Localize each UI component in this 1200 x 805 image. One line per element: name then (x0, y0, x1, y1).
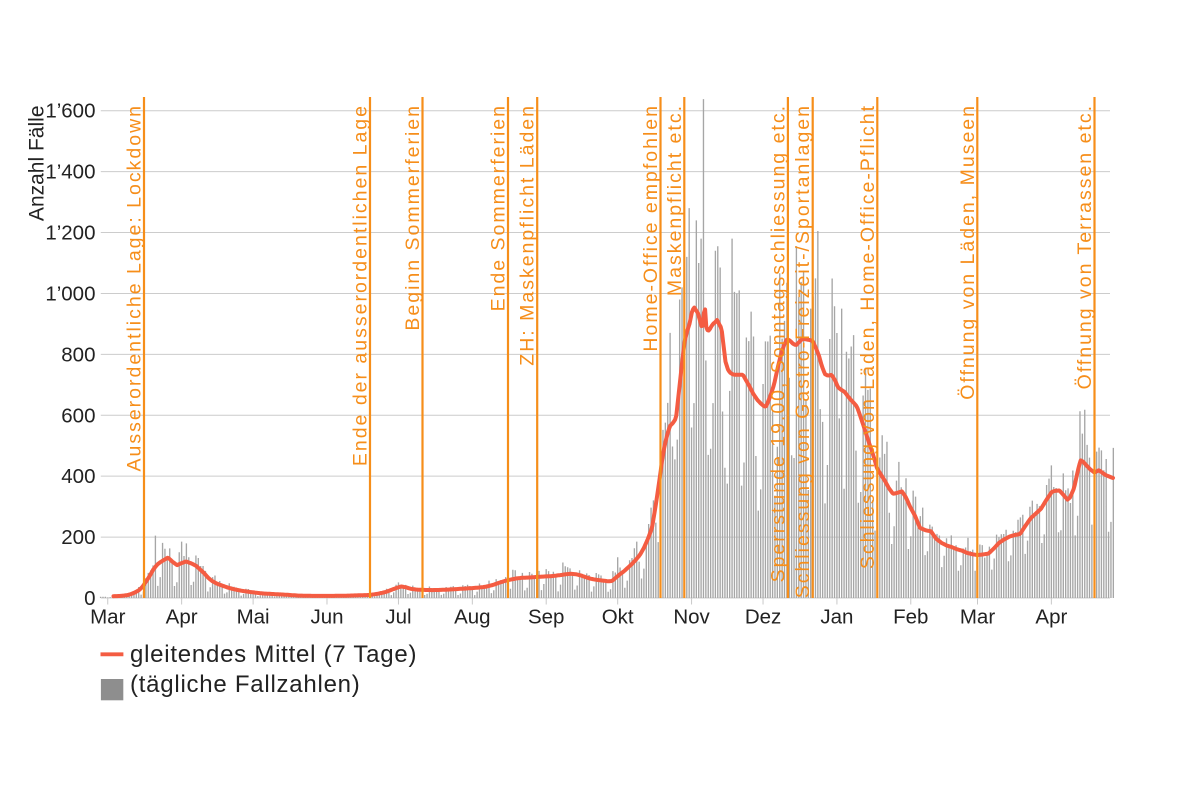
svg-text:600: 600 (61, 404, 95, 427)
svg-text:Feb: Feb (893, 606, 928, 629)
svg-text:1’600: 1’600 (45, 100, 95, 123)
svg-text:ZH: Maskenpflicht Läden: ZH: Maskenpflicht Läden (517, 104, 539, 366)
svg-text:Ausserordentliche Lage: Lockdo: Ausserordentliche Lage: Lockdown (124, 104, 146, 472)
svg-text:(tägliche Fallzahlen): (tägliche Fallzahlen) (130, 671, 361, 698)
svg-text:Jul: Jul (385, 606, 411, 629)
svg-text:1’400: 1’400 (45, 161, 95, 184)
svg-text:1’000: 1’000 (45, 282, 95, 305)
svg-text:Sperrstunde 19.00, Sonntagssch: Sperrstunde 19.00, Sonntagsschliessung e… (767, 104, 789, 582)
svg-text:Mar: Mar (960, 606, 995, 629)
svg-text:Okt: Okt (602, 606, 634, 629)
svg-text:Mai: Mai (237, 606, 270, 629)
svg-text:Home-Office empfohlen: Home-Office empfohlen (640, 104, 662, 352)
svg-text:Apr: Apr (166, 606, 198, 629)
svg-text:Beginn Sommerferien: Beginn Sommerferien (402, 104, 424, 331)
svg-text:Jun: Jun (310, 606, 343, 629)
svg-text:Schliessung von Läden, Home-Of: Schliessung von Läden, Home-Office-Pflic… (857, 104, 879, 569)
svg-text:Jan: Jan (820, 606, 853, 629)
svg-text:Ende Sommerferien: Ende Sommerferien (488, 104, 510, 311)
svg-text:Schliessung von Gastro-Freizei: Schliessung von Gastro-Freizeit-/Sportan… (792, 104, 814, 598)
svg-text:800: 800 (61, 343, 95, 366)
svg-text:Sep: Sep (528, 606, 564, 629)
svg-text:Öffnung von Terrassen etc.: Öffnung von Terrassen etc. (1074, 104, 1096, 389)
svg-text:Mar: Mar (90, 606, 125, 629)
svg-text:0: 0 (84, 587, 95, 610)
svg-text:Nov: Nov (673, 606, 710, 629)
svg-text:gleitendes Mittel (7 Tage): gleitendes Mittel (7 Tage) (130, 641, 417, 668)
svg-text:Anzahl Fälle: Anzahl Fälle (26, 106, 49, 222)
svg-text:200: 200 (61, 526, 95, 549)
svg-text:Öffnung von Läden, Museen: Öffnung von Läden, Museen (957, 104, 979, 400)
svg-text:1’200: 1’200 (45, 222, 95, 245)
svg-text:Dez: Dez (745, 606, 781, 629)
svg-text:Maskenpflicht etc.: Maskenpflicht etc. (664, 104, 686, 296)
svg-text:Ende der ausserordentlichen La: Ende der ausserordentlichen Lage (350, 104, 372, 466)
svg-text:400: 400 (61, 465, 95, 488)
svg-text:Apr: Apr (1035, 606, 1067, 629)
svg-text:Aug: Aug (454, 606, 490, 629)
